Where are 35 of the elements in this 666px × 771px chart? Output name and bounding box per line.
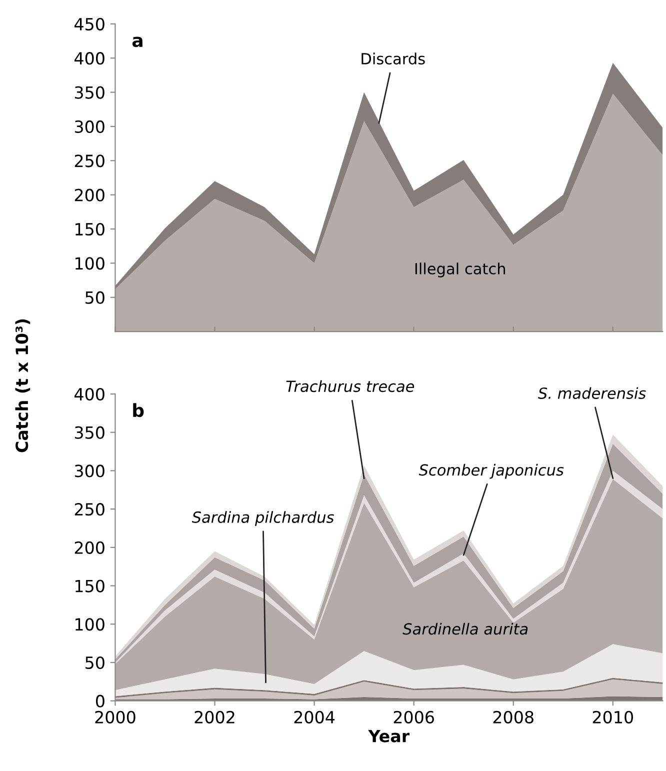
y-tick-label: 400 [74, 52, 104, 65]
annotation: Illegal catch [415, 262, 506, 278]
y-tick-label: 400 [74, 388, 104, 401]
y-tick-label: 0 [96, 694, 104, 708]
annotation: Scomber japonicus [418, 464, 564, 479]
y-tick-label: 350 [74, 86, 104, 99]
y-tick-label: 300 [74, 120, 104, 134]
y-tick-label: 350 [74, 426, 104, 439]
annotation: Trachurus trecae [286, 380, 414, 392]
chart-title: b [133, 403, 144, 418]
y-tick-label: 150 [76, 222, 104, 236]
x-tick-label: 2004 [294, 710, 335, 724]
annotation: Sardina pilchardus [192, 511, 334, 526]
y-tick-label: 250 [74, 503, 104, 516]
x-axis-title: Year [368, 730, 410, 742]
y-tick-label: 50 [86, 291, 104, 304]
x-tick-label: 2010 [592, 710, 633, 724]
x-tick-label: 2002 [194, 710, 234, 724]
chart-title: a [132, 36, 142, 48]
annotation: Sardinella aurita [402, 622, 528, 635]
y-tick-label: 150 [76, 580, 104, 592]
y-tick-label: 100 [76, 257, 104, 270]
y-tick-label: 50 [86, 656, 104, 670]
y-tick-label: 250 [74, 154, 104, 168]
x-tick-label: 2006 [394, 710, 434, 724]
x-tick-label: 2000 [95, 710, 136, 724]
y-tick-label: 200 [74, 541, 104, 554]
y-tick-label: 200 [74, 188, 104, 202]
y-axis-title: Catch (t x 10³) [15, 319, 30, 452]
y-tick-label: 100 [76, 618, 104, 631]
x-tick-label: 2008 [493, 710, 534, 724]
y-tick-label: 300 [74, 464, 104, 478]
y-tick-label: 450 [74, 18, 104, 30]
annotation: Discards [362, 52, 425, 65]
annotation: S. maderensis [538, 387, 646, 400]
